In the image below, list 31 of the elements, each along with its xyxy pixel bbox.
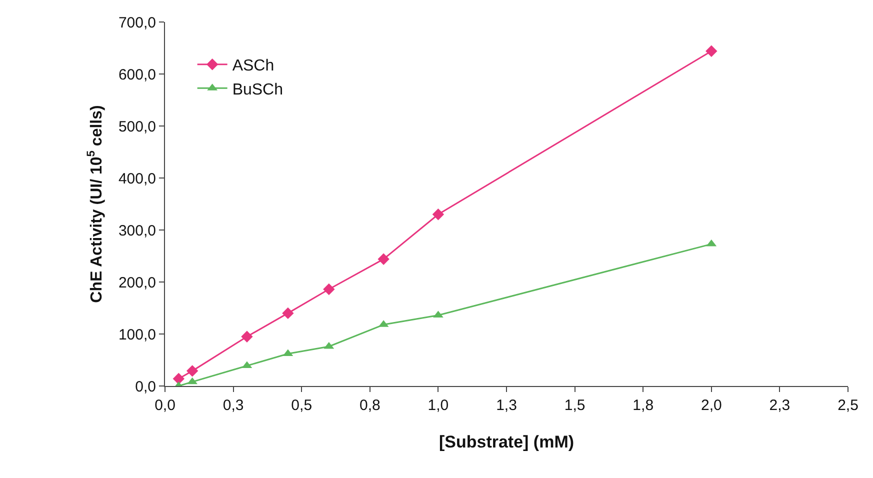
x-tick-label: 2,0	[700, 397, 722, 414]
legend-label: ASCh	[232, 58, 274, 75]
y-tick-label: 500,0	[118, 118, 156, 136]
x-tick-label: 1,0	[428, 397, 449, 414]
point	[432, 208, 444, 220]
point	[323, 283, 335, 296]
point	[433, 310, 444, 318]
x-tick-label: 2,3	[769, 397, 790, 414]
x-tick-label: 0,0	[154, 397, 176, 414]
point	[241, 330, 253, 342]
x-tick-label: 1,8	[632, 397, 654, 414]
y-tick-label: 0,0	[135, 378, 156, 396]
y-tick-label: 600,0	[118, 66, 156, 84]
x-tick-label: 2,5	[838, 397, 858, 414]
y-tick-label: 100,0	[118, 326, 156, 344]
x-tick-label: 0,8	[359, 397, 380, 414]
x-tick-label: 1,3	[496, 397, 517, 414]
point	[282, 307, 294, 320]
x-tick-label: 0,5	[291, 397, 312, 414]
legend-label: BuSCh	[232, 81, 284, 98]
y-tick-label: 400,0	[118, 170, 156, 188]
y-tick-label: 300,0	[118, 222, 156, 240]
x-tick-label: 1,5	[564, 397, 586, 414]
point	[172, 372, 185, 385]
point	[186, 365, 198, 377]
x-tick-label: 0,3	[222, 397, 244, 414]
y-tick-label: 200,0	[118, 274, 156, 292]
x-axis-title: [Substrate] (mM)	[438, 432, 574, 452]
point	[378, 253, 390, 265]
point	[706, 45, 718, 57]
y-tick-label: 700,0	[118, 14, 156, 32]
